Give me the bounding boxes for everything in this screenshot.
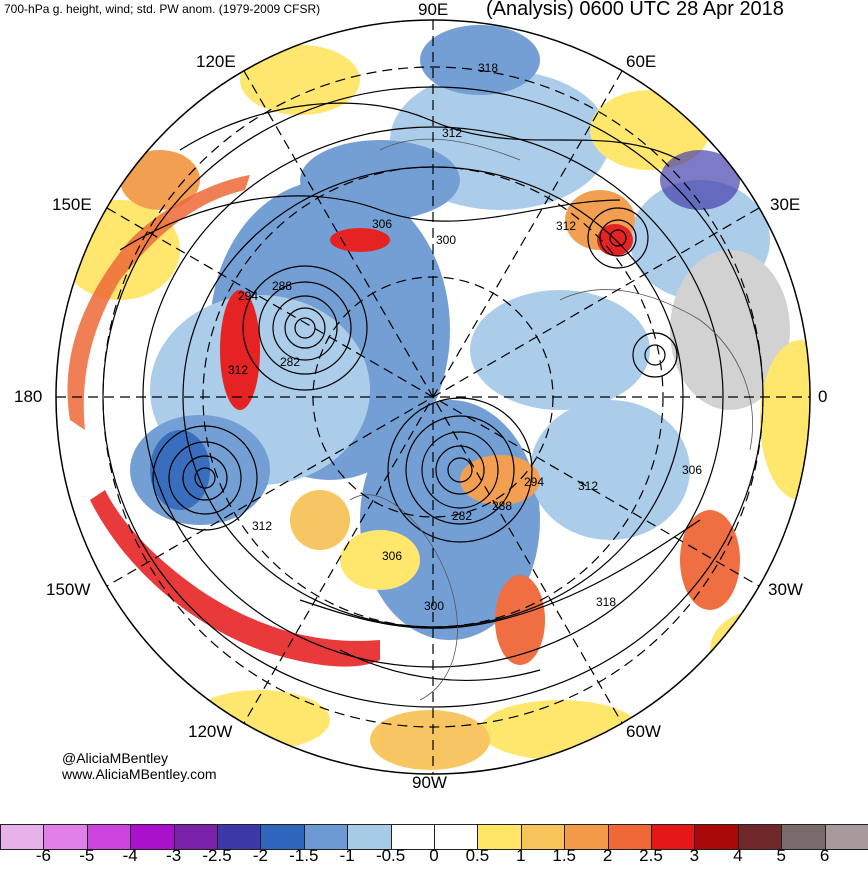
colorbar-swatch — [173, 824, 218, 850]
colorbar-tick-label: -3 — [166, 846, 182, 865]
colorbar-tick-label: -1.5 — [289, 846, 319, 865]
colorbar-tick-label: 4 — [733, 846, 743, 865]
colorbar-tick-label: 6 — [819, 846, 830, 865]
lon-label-150e: 150E — [52, 195, 92, 214]
colorbar-swatch — [303, 824, 349, 850]
colorbar-tick-label: 2.5 — [639, 846, 663, 865]
contour-label: 294 — [238, 289, 258, 303]
colorbar-tick-label: 1.5 — [552, 846, 577, 865]
pw-anomaly-colorbar — [0, 824, 868, 850]
colorbar-tick-label: 3 — [689, 846, 700, 865]
colorbar-swatch — [347, 824, 392, 850]
colorbar-tick-label: -0.5 — [375, 846, 406, 865]
contour-label: 294 — [524, 475, 544, 489]
lon-label-90w: 90W — [412, 773, 447, 792]
contour-label: 282 — [452, 509, 472, 523]
colorbar-swatch — [781, 824, 826, 850]
colorbar-swatch — [434, 824, 479, 850]
contour-label: 318 — [596, 595, 616, 609]
lon-label-30e: 30E — [770, 195, 801, 214]
colorbar-tick-label: 0 — [429, 846, 439, 865]
author-website: www.AliciaMBentley.com — [62, 766, 217, 782]
colorbar-swatch — [390, 824, 435, 850]
contour-label: 306 — [372, 217, 392, 231]
map-disc — [56, 20, 810, 774]
contour-label: 312 — [442, 126, 462, 140]
lon-label-90e: 90E — [418, 0, 449, 19]
lon-label-60e: 60E — [626, 52, 657, 71]
colorbar-tick-label: -2 — [252, 846, 268, 865]
contour-label: 312 — [228, 363, 248, 377]
colorbar-tick-label: -5 — [79, 846, 95, 865]
colorbar-tick-label: -2.5 — [202, 846, 232, 865]
moisture-plume-pacific — [67, 175, 250, 430]
contour-label: 300 — [436, 233, 456, 247]
colorbar-swatch — [694, 824, 739, 850]
colorbar-tick-label: 2 — [602, 846, 613, 865]
colorbar-tick-label: 5 — [776, 846, 786, 865]
contour-label: 288 — [272, 279, 292, 293]
colorbar-swatch — [43, 824, 88, 850]
coastlines — [349, 138, 753, 701]
contour-label: 312 — [578, 479, 598, 493]
author-handle: @AliciaMBentley — [62, 750, 169, 766]
colorbar-tick-label: -4 — [122, 846, 138, 865]
contour-label: 318 — [478, 61, 498, 75]
lon-label-150w: 150W — [46, 580, 91, 599]
graticule — [56, 20, 810, 774]
contour-label: 288 — [492, 499, 512, 513]
colorbar-swatch — [824, 824, 868, 850]
colorbar-tick-label: 0.5 — [465, 846, 490, 865]
map-title-left: 700-hPa g. height, wind; std. PW anom. (… — [4, 2, 321, 16]
lon-label-120w: 120W — [188, 722, 233, 741]
lon-label-0: 0 — [818, 387, 828, 406]
lon-label-120e: 120E — [196, 52, 236, 71]
lon-label-60w: 60W — [626, 722, 661, 741]
colorbar-swatch — [607, 824, 652, 850]
colorbar-tick-label: -6 — [35, 846, 51, 865]
colorbar-tick-label: 1 — [516, 846, 526, 865]
lon-label-30w: 30W — [768, 580, 803, 599]
contour-label: 312 — [556, 219, 576, 233]
contour-label: 306 — [382, 549, 402, 563]
colorbar-tick-label: -1 — [339, 846, 355, 865]
contour-label: 312 — [252, 519, 272, 533]
contour-label: 306 — [682, 463, 702, 477]
lon-label-180: 180 — [14, 387, 43, 406]
map-title-right: (Analysis) 0600 UTC 28 Apr 2018 — [486, 0, 784, 20]
colorbar-swatch — [217, 824, 262, 850]
colorbar-swatch — [564, 824, 609, 850]
moisture-plume-west — [90, 490, 380, 667]
contour-label: 282 — [280, 355, 300, 369]
colorbar-swatch — [130, 824, 175, 850]
colorbar-swatch — [737, 824, 783, 850]
contour-value-labels: 318 312 306 300 312 294 288 282 312 306 … — [228, 61, 702, 613]
contour-label: 300 — [424, 599, 444, 613]
colorbar-swatch — [86, 824, 132, 850]
